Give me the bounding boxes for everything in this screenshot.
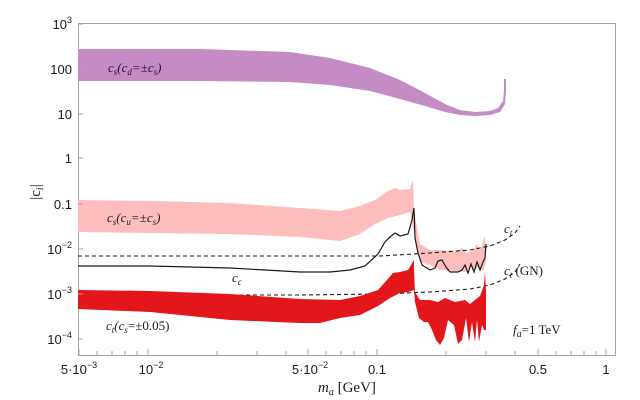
plot-frame <box>78 23 616 356</box>
x-tick-labels: 5·10−3 10−2 5·10−2 0.1 0.5 1 <box>61 360 610 377</box>
label-ct: ct <box>504 221 513 238</box>
x-axis-title: ma [GeV] <box>318 380 376 398</box>
y-label-1e-4: 10−4 <box>47 330 72 347</box>
y-label-100: 100 <box>50 62 72 77</box>
x-label-1e-2: 10−2 <box>139 360 164 377</box>
x-label-1: 1 <box>602 362 609 377</box>
label-cc: cc <box>232 270 242 287</box>
x-label-5e-3: 5·10−3 <box>61 360 97 377</box>
label-ct-gn: ct (GN) <box>504 263 543 280</box>
label-cs-cu: cs(cu=±cs) <box>107 210 160 227</box>
x-label-0.5: 0.5 <box>529 362 547 377</box>
label-cs-cd: cs(cd=±cs) <box>108 60 161 77</box>
band-ct-cs <box>78 260 486 345</box>
y-label-1: 1 <box>65 151 72 166</box>
line-cc <box>78 207 487 275</box>
label-ct-cs: ct(cs=±0.05) <box>106 318 169 335</box>
y-tick-labels: 103 100 10 1 0.1 10−2 10−3 10−4 <box>47 15 72 347</box>
y-label-1e-2: 10−2 <box>47 240 72 257</box>
line-ct <box>78 225 521 257</box>
x-label-0.1: 0.1 <box>368 362 386 377</box>
y-label-1e-3: 10−3 <box>47 285 72 302</box>
x-label-5e-2: 5·10−2 <box>292 360 328 377</box>
y-ticks <box>78 23 83 340</box>
line-ct-gn <box>78 263 521 296</box>
band-cs-cd <box>78 49 506 116</box>
x-ticks <box>78 349 607 355</box>
band-cs-cu <box>78 180 486 272</box>
y-label-1e3: 103 <box>53 15 72 32</box>
y-label-0.1: 0.1 <box>54 197 72 212</box>
y-label-10: 10 <box>58 107 72 122</box>
label-fa: fa=1 TeV <box>513 322 561 340</box>
y-axis-title: |ci| <box>28 184 46 199</box>
